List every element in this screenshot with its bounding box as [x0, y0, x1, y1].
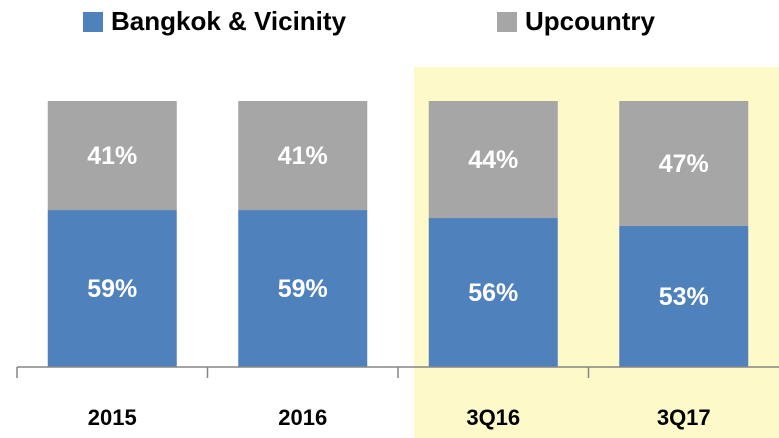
- x-tick-label: 3Q17: [657, 405, 711, 430]
- legend-label: Bangkok & Vicinity: [111, 6, 347, 36]
- legend-swatch: [83, 12, 103, 32]
- bar-segment: [619, 101, 749, 227]
- x-tick-label: 2015: [88, 405, 137, 430]
- bar-segment: [47, 101, 177, 211]
- legend-swatch: [497, 12, 517, 32]
- data-label: 41%: [278, 142, 328, 170]
- x-tick-label: 3Q16: [466, 405, 520, 430]
- legend-label: Upcountry: [525, 6, 656, 36]
- bar-segment: [428, 218, 558, 367]
- data-label: 59%: [278, 275, 328, 303]
- data-label: 56%: [468, 279, 518, 307]
- x-tick-label: 2016: [278, 405, 327, 430]
- data-label: 44%: [468, 146, 518, 174]
- bar-segment: [238, 210, 368, 367]
- data-label: 59%: [87, 275, 137, 303]
- bar-segment: [238, 101, 368, 211]
- data-label: 53%: [659, 283, 709, 311]
- data-label: 47%: [659, 150, 709, 178]
- bar-segment: [428, 101, 558, 219]
- data-label: 41%: [87, 142, 137, 170]
- bar-segment: [47, 210, 177, 367]
- bar-segment: [619, 226, 749, 367]
